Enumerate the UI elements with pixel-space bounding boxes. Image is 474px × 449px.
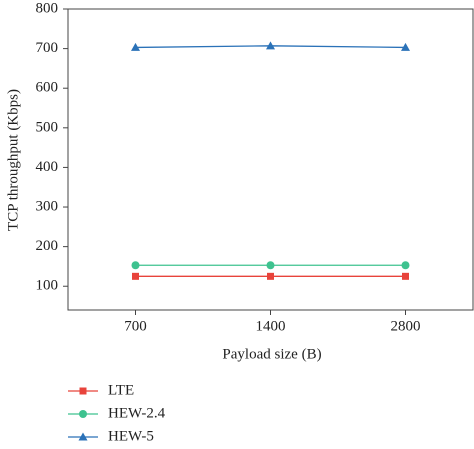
y-tick-label: 800 (36, 0, 59, 16)
y-tick-label: 400 (36, 159, 59, 175)
y-tick-label: 200 (36, 238, 59, 254)
marker (267, 272, 274, 280)
legend-label: HEW-5 (108, 428, 154, 444)
marker (78, 432, 88, 441)
legend-label: LTE (108, 382, 134, 398)
x-tick-label: 700 (124, 318, 147, 334)
y-axis-label: TCP throughput (Kbps) (5, 89, 21, 231)
x-tick-label: 1400 (256, 318, 286, 334)
y-tick-label: 100 (36, 278, 59, 294)
marker (401, 42, 410, 51)
y-tick-label: 600 (36, 80, 59, 96)
x-tick-label: 2800 (391, 318, 421, 334)
marker (402, 272, 409, 280)
marker (266, 41, 275, 50)
marker (132, 272, 139, 280)
marker (401, 261, 410, 270)
y-tick-label: 300 (36, 198, 59, 214)
x-axis-label: Payload size (B) (222, 346, 321, 362)
y-tick-label: 500 (36, 119, 59, 135)
marker (266, 261, 275, 270)
marker (131, 261, 140, 270)
marker (79, 410, 87, 418)
legend-label: HEW-2.4 (108, 405, 166, 421)
marker (79, 387, 87, 395)
marker (131, 42, 140, 51)
y-tick-label: 700 (36, 40, 59, 56)
